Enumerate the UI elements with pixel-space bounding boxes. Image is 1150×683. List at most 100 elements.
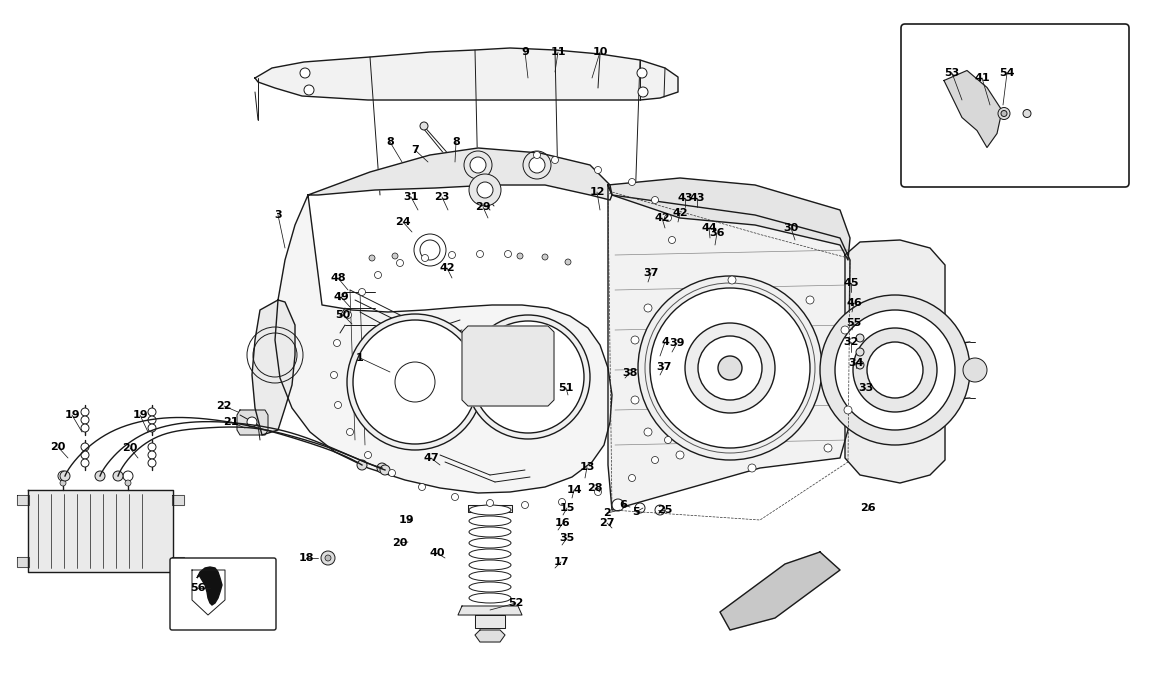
- Polygon shape: [308, 148, 612, 200]
- Circle shape: [335, 402, 342, 408]
- Circle shape: [81, 408, 89, 416]
- Text: 22: 22: [216, 401, 232, 411]
- Text: 43: 43: [677, 193, 692, 203]
- Circle shape: [637, 68, 647, 78]
- Polygon shape: [608, 185, 850, 510]
- Text: 54: 54: [999, 68, 1014, 78]
- Text: 8: 8: [452, 137, 460, 147]
- Circle shape: [463, 151, 492, 179]
- Circle shape: [125, 480, 131, 486]
- Circle shape: [631, 336, 639, 344]
- Circle shape: [419, 484, 426, 490]
- Text: 55: 55: [846, 318, 861, 328]
- Circle shape: [825, 444, 831, 452]
- Text: 42: 42: [673, 208, 688, 218]
- Text: 45: 45: [843, 278, 859, 288]
- Circle shape: [300, 68, 311, 78]
- Circle shape: [422, 255, 429, 262]
- Circle shape: [81, 416, 89, 424]
- Text: 53: 53: [944, 68, 959, 78]
- Circle shape: [629, 475, 636, 482]
- Circle shape: [650, 288, 810, 448]
- Text: 52: 52: [508, 598, 523, 608]
- Circle shape: [392, 253, 398, 259]
- Text: 17: 17: [553, 557, 569, 567]
- Circle shape: [665, 436, 672, 443]
- Text: 42: 42: [654, 213, 669, 223]
- Circle shape: [486, 499, 493, 507]
- Circle shape: [629, 178, 636, 186]
- Polygon shape: [237, 410, 268, 435]
- Polygon shape: [275, 195, 612, 493]
- FancyBboxPatch shape: [170, 558, 276, 630]
- Circle shape: [853, 328, 937, 412]
- Circle shape: [1000, 111, 1007, 117]
- Text: 1: 1: [356, 353, 363, 363]
- Circle shape: [148, 416, 156, 424]
- Circle shape: [718, 356, 742, 380]
- Circle shape: [635, 503, 645, 513]
- Text: 10: 10: [592, 47, 607, 57]
- Polygon shape: [255, 48, 678, 100]
- Circle shape: [652, 456, 659, 464]
- Text: 51: 51: [558, 383, 574, 393]
- Circle shape: [148, 408, 156, 416]
- Circle shape: [638, 87, 647, 97]
- Circle shape: [148, 451, 156, 459]
- Circle shape: [375, 272, 382, 279]
- Circle shape: [466, 315, 590, 439]
- Polygon shape: [468, 505, 512, 512]
- Polygon shape: [944, 70, 1002, 148]
- Ellipse shape: [469, 538, 511, 548]
- Text: 14: 14: [566, 485, 582, 495]
- Text: 25: 25: [658, 505, 673, 515]
- Circle shape: [334, 339, 340, 346]
- Ellipse shape: [469, 582, 511, 592]
- Circle shape: [856, 334, 864, 342]
- Circle shape: [346, 428, 353, 436]
- Text: 49: 49: [334, 292, 348, 302]
- Circle shape: [247, 417, 256, 427]
- Circle shape: [476, 251, 483, 257]
- Circle shape: [676, 451, 684, 459]
- Text: 41: 41: [974, 73, 990, 83]
- Circle shape: [148, 443, 156, 451]
- Circle shape: [304, 85, 314, 95]
- Circle shape: [644, 304, 652, 312]
- Text: 21: 21: [223, 417, 239, 427]
- Text: 11: 11: [550, 47, 566, 57]
- Text: 48: 48: [330, 273, 346, 283]
- Circle shape: [397, 260, 404, 266]
- Circle shape: [95, 471, 105, 481]
- Circle shape: [534, 152, 540, 158]
- Ellipse shape: [469, 549, 511, 559]
- Text: 26: 26: [860, 503, 876, 513]
- Text: 39: 39: [669, 338, 684, 348]
- Polygon shape: [197, 567, 222, 605]
- Ellipse shape: [469, 560, 511, 570]
- Ellipse shape: [469, 571, 511, 581]
- Text: 20: 20: [122, 443, 138, 453]
- Text: 12: 12: [589, 187, 605, 197]
- Circle shape: [58, 471, 68, 481]
- Text: 50: 50: [336, 310, 351, 320]
- Circle shape: [330, 372, 337, 378]
- Circle shape: [565, 259, 572, 265]
- Circle shape: [420, 122, 428, 130]
- Circle shape: [595, 488, 601, 495]
- Circle shape: [389, 469, 396, 477]
- Circle shape: [698, 336, 762, 400]
- Circle shape: [81, 451, 89, 459]
- Circle shape: [835, 310, 954, 430]
- Ellipse shape: [469, 527, 511, 537]
- Ellipse shape: [469, 516, 511, 526]
- Circle shape: [369, 255, 375, 261]
- Circle shape: [518, 253, 523, 259]
- Text: 5: 5: [632, 507, 639, 517]
- Polygon shape: [608, 178, 850, 260]
- Circle shape: [542, 254, 549, 260]
- Polygon shape: [462, 326, 554, 406]
- Circle shape: [81, 443, 89, 451]
- Polygon shape: [475, 630, 505, 642]
- Text: 40: 40: [429, 548, 445, 558]
